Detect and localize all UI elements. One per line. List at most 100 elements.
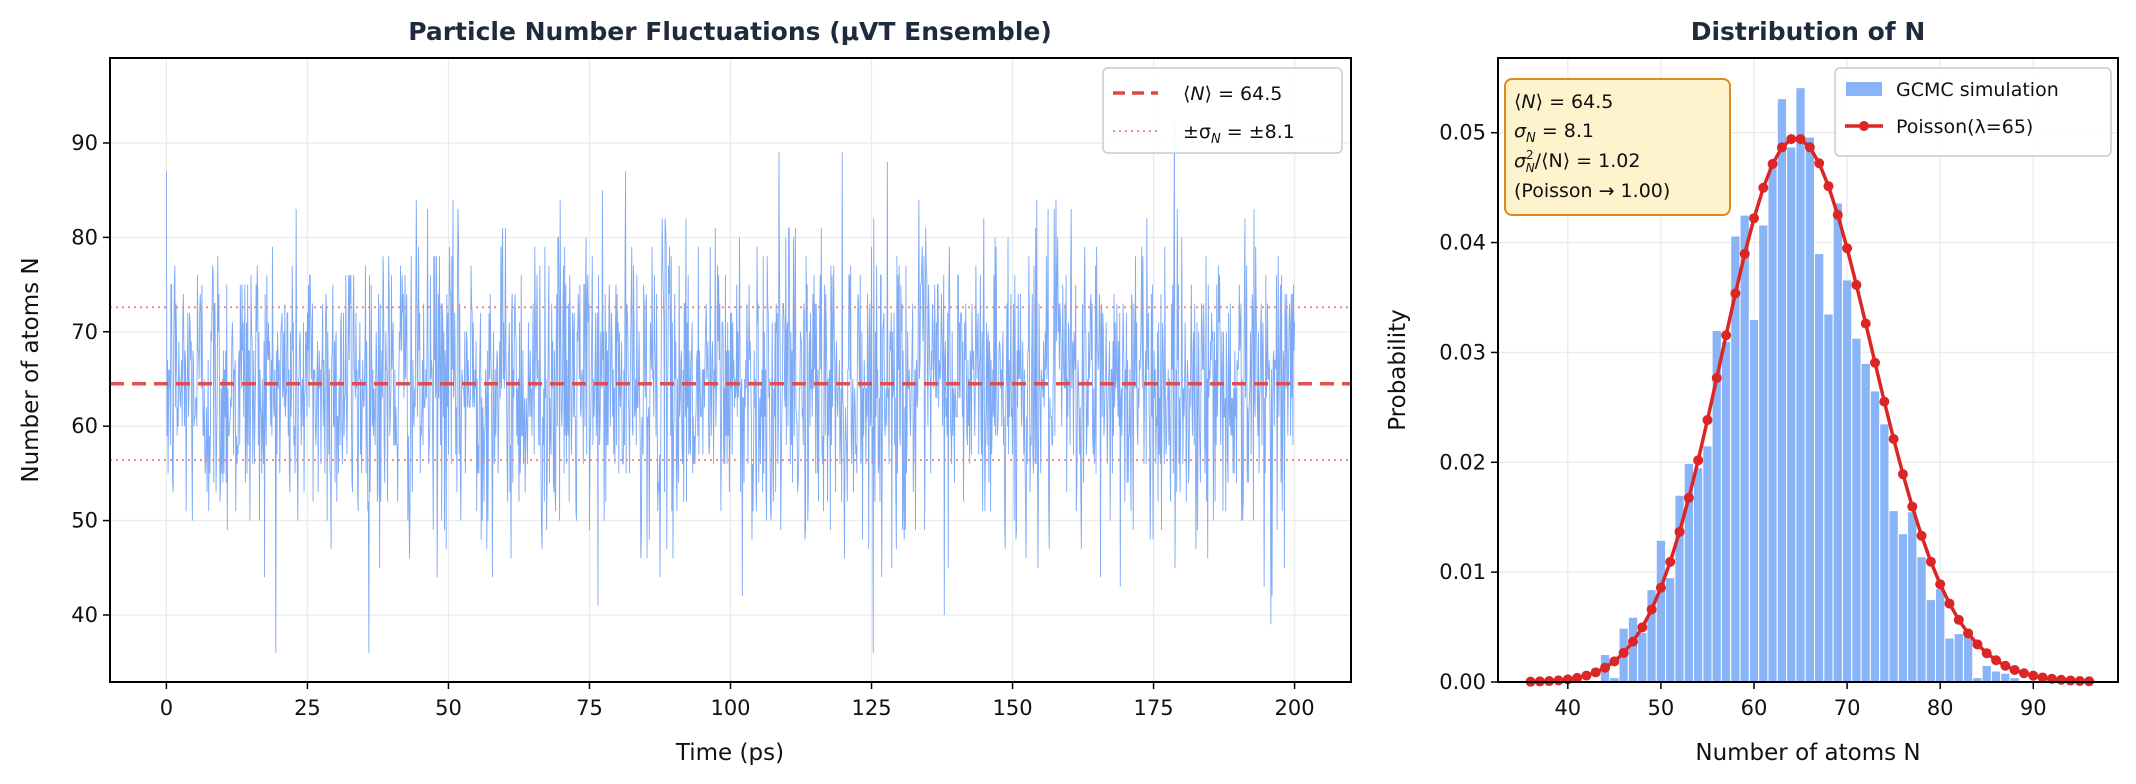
histogram-bar [1897, 533, 1909, 683]
histogram-bar [1851, 337, 1862, 683]
histogram-bar [1720, 340, 1732, 683]
poisson-point [1739, 248, 1750, 259]
reference-lines [110, 306, 1351, 462]
poisson-point [1851, 279, 1862, 290]
legend-histogram-label: GCMC simulation [1896, 79, 2059, 101]
histogram-bar [1767, 164, 1778, 683]
poisson-point [2037, 672, 2048, 683]
histogram-bar [1823, 313, 1834, 683]
y-tick-label: 40 [71, 603, 98, 627]
histogram-bar [1832, 202, 1843, 683]
poisson-point [1795, 134, 1806, 145]
x-tick-label: 50 [435, 696, 462, 720]
y-tick-label: 90 [71, 131, 98, 155]
poisson-point [2018, 668, 2029, 679]
poisson-point [2065, 675, 2076, 686]
histogram-bar [1776, 98, 1788, 683]
x-tick-label: 60 [1741, 696, 1768, 720]
stats-poisson-note: (Poisson → 1.00) [1514, 180, 1670, 202]
poisson-point [1925, 556, 1936, 567]
poisson-point [1683, 492, 1694, 503]
poisson-point [1823, 181, 1834, 192]
poisson-point [2028, 670, 2039, 681]
y-tick-label: 0.02 [1439, 450, 1486, 474]
x-axis-label-left: Time (ps) [675, 740, 784, 766]
histogram-bar [1795, 87, 1806, 683]
poisson-point [1572, 672, 1583, 683]
poisson-point [1665, 556, 1676, 567]
histogram-bar [1758, 224, 1769, 683]
x-tick-label: 100 [710, 696, 750, 720]
poisson-point [1581, 670, 1592, 681]
legend-mean-label: ⟨N⟩ = 64.5 [1183, 83, 1282, 105]
histogram-bar [1627, 616, 1639, 683]
poisson-point [1721, 330, 1732, 341]
time-series-chart: Particle Number Fluctuations (μVT Ensemb… [18, 17, 1352, 766]
x-tick-label: 80 [1927, 696, 1954, 720]
x-tick-label: 90 [2020, 696, 2047, 720]
x-tick-label: 200 [1275, 696, 1315, 720]
plot-frame-right [1497, 57, 2119, 683]
histogram-bar [1944, 637, 1955, 683]
histogram-bar [1841, 279, 1853, 683]
histogram-bar [1814, 253, 1825, 683]
legend-right: GCMC simulation Poisson(λ=65) [1834, 67, 2112, 157]
poisson-point [2009, 664, 2020, 675]
poisson-point [1935, 579, 1946, 590]
ticks-right: 40 50 60 70 80 90 0.00 0.01 0.02 0.03 0.04 0.05 [1439, 121, 2046, 720]
poisson-point [1749, 213, 1760, 224]
poisson-point [1944, 598, 1955, 609]
y-tick-label: 70 [71, 320, 98, 344]
histogram-bar [1953, 633, 1964, 683]
poisson-point [1897, 469, 1908, 480]
histogram-bar [1655, 539, 1667, 683]
y-axis-label-left: Number of atoms N [18, 257, 44, 482]
chart-title-left: Particle Number Fluctuations (μVT Ensemb… [408, 17, 1052, 46]
poisson-point [1655, 582, 1666, 593]
legend-sigma-label: ±σN = ±8.1 [1183, 121, 1295, 147]
histogram-bar [1990, 670, 2002, 683]
histogram-bar [1907, 511, 1918, 683]
poisson-point [1693, 455, 1704, 466]
y-tick-label: 80 [71, 225, 98, 249]
histogram-bar [1916, 556, 1927, 683]
histogram-bar [1804, 136, 1816, 683]
time-series-line [165, 124, 1296, 653]
x-tick-label: 50 [1648, 696, 1675, 720]
legend-histogram-swatch [1846, 82, 1882, 96]
stats-ratio: σ2 N/⟨N⟩ = 1.02 [1514, 148, 1640, 175]
x-tick-label: 40 [1554, 696, 1581, 720]
poisson-curve [1525, 134, 2095, 687]
x-tick-label: 25 [294, 696, 321, 720]
poisson-point [1981, 648, 1992, 659]
histogram-bar [1879, 423, 1890, 683]
poisson-point [1627, 636, 1638, 647]
histogram-bar [1739, 214, 1750, 683]
histogram-bar [1869, 390, 1881, 683]
poisson-point [2074, 675, 2085, 686]
stats-mean: ⟨N⟩ = 64.5 [1514, 91, 1613, 113]
y-tick-label: 0.05 [1439, 121, 1486, 145]
y-tick-label: 50 [71, 509, 98, 533]
histogram-bar [1692, 467, 1704, 683]
poisson-point [1767, 158, 1778, 169]
x-tick-label: 150 [992, 696, 1032, 720]
poisson-point [1870, 357, 1881, 368]
poisson-point [1991, 655, 2002, 666]
poisson-point [1646, 604, 1657, 615]
poisson-point [1674, 526, 1685, 537]
poisson-point [1609, 656, 1620, 667]
histogram-bar [1748, 318, 1760, 683]
poisson-point [1776, 142, 1787, 153]
y-tick-label: 0.01 [1439, 560, 1486, 584]
y-tick-label: 0.00 [1439, 670, 1486, 694]
x-axis-label-right: Number of atoms N [1695, 740, 1920, 766]
legend-poisson-marker [1859, 121, 1869, 131]
poisson-point [1702, 415, 1713, 426]
poisson-point [1758, 182, 1769, 193]
poisson-point [1553, 675, 1564, 686]
poisson-point [1600, 662, 1611, 673]
atom-count-trace [165, 124, 1296, 653]
poisson-point [2000, 660, 2011, 671]
